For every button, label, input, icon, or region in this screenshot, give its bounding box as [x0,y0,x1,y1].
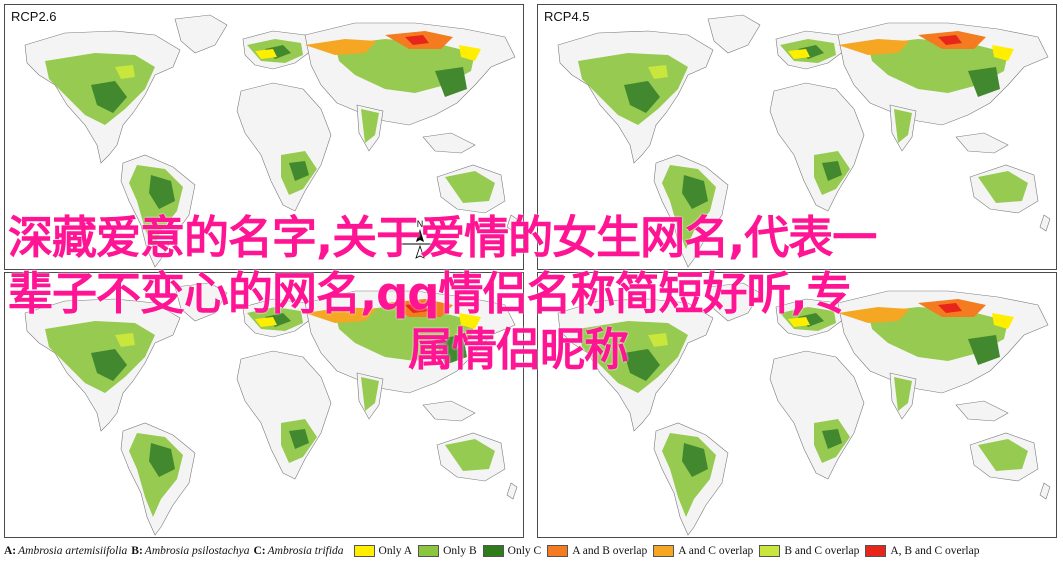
map-panel-rcp26: RCP2.6 [4,4,524,270]
legend-species-c: C: Ambrosia trifida [253,545,344,557]
overlay-title-line1: 深藏爱意的名字,关于爱情的女生网名,代表一 [8,211,877,264]
legend-label: Only B [443,544,477,557]
legend-item: B and C overlap [753,544,860,558]
legend-label: B and C overlap [784,544,860,557]
legend-swatch [482,545,504,558]
legend-categories: Only A Only B Only C A and B overlap A and C… [348,544,980,558]
legend-swatch [418,545,440,558]
legend-species-a: A: Ambrosia artemisiifolia [4,545,128,557]
legend-species-b: B: Ambrosia psilostachya [131,545,250,557]
legend-item: A, B and C overlap [859,544,980,558]
legend-swatch [653,545,675,558]
legend-label: A and B overlap [572,544,648,557]
panel-label: RCP4.5 [544,9,590,24]
legend-label: Only A [378,544,413,557]
legend-label: Only C [507,544,542,557]
legend-item: Only C [477,544,542,558]
map-legend: A: Ambrosia artemisiifolia B: Ambrosia psi… [4,543,1060,559]
legend-swatch [547,545,569,558]
legend-item: Only B [412,544,477,558]
overlay-title-line2: 辈子不变心的网名,qq情侣名称简短好听,专 [8,267,852,320]
map-panel-bottom-right [537,272,1057,538]
legend-swatch [865,545,887,558]
legend-label: A and C overlap [678,544,754,557]
north-arrow-icon: N [397,219,443,259]
legend-item: Only A [348,544,413,558]
legend-item: A and B overlap [541,544,648,558]
panel-label: RCP2.6 [11,9,57,24]
map-panel-bottom-left [4,272,524,538]
map-panel-rcp45: RCP4.5 [537,4,1057,270]
legend-label: A, B and C overlap [890,544,980,557]
overlay-title: 深藏爱意的名字,关于爱情的女生网名,代表一 辈子不变心的网名,qq情侣名称简短好… [8,210,1058,378]
legend-swatch [353,545,375,558]
overlay-title-line3: 属情侣昵称 [408,323,629,376]
legend-item: A and C overlap [647,544,754,558]
north-label: N [417,219,424,229]
legend-swatch [759,545,781,558]
